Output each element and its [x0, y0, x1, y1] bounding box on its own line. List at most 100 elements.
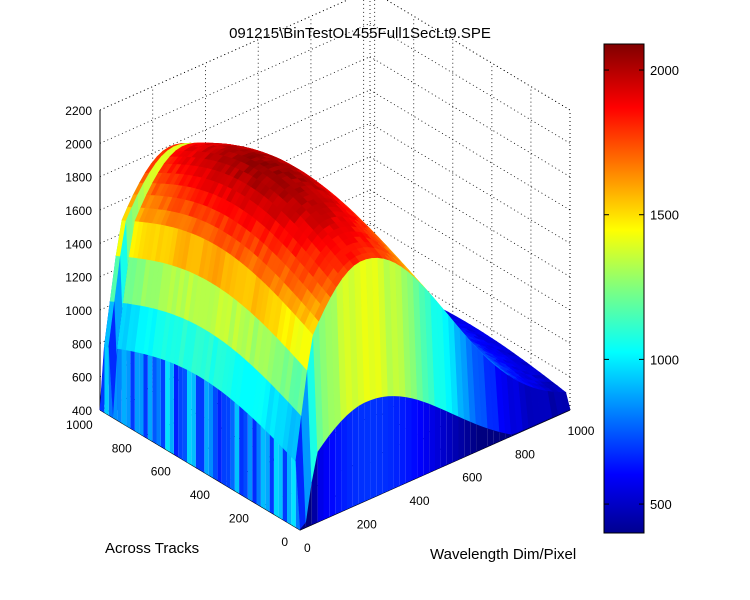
surface-skirt: [152, 356, 157, 444]
surface-skirt: [191, 372, 196, 468]
surface-skirt: [511, 432, 518, 437]
surface-skirt: [121, 349, 127, 426]
surface-skirt: [182, 367, 187, 463]
surface-skirt: [470, 421, 477, 455]
surface-skirt: [226, 395, 231, 489]
surface-skirt: [405, 397, 412, 483]
surface-skirt: [347, 410, 353, 510]
z-tick-labels: 400 600 800 1000 1200 1400 1600 1800 2000 2200: [65, 104, 92, 418]
surface-skirt: [100, 346, 105, 413]
y-tick-label: 0: [281, 535, 288, 549]
x-tick-label: 200: [357, 518, 377, 532]
colorbar-tick-label: 1500: [650, 208, 679, 223]
surface-skirt: [130, 351, 135, 431]
surface-skirt: [221, 391, 227, 486]
z-tick-label: 800: [72, 337, 92, 351]
colorbar: [603, 43, 645, 534]
surface-skirt: [523, 427, 529, 431]
surface-skirt: [165, 360, 170, 452]
surface-skirt: [499, 432, 506, 442]
surface-skirt: [117, 348, 122, 423]
colorbar-tick-label: 2000: [650, 63, 679, 78]
z-tick-label: 1400: [65, 237, 92, 251]
surface-skirt: [269, 434, 274, 515]
surface-skirt: [305, 482, 312, 528]
surface-skirt: [393, 396, 400, 489]
surface-skirt: [247, 413, 253, 502]
x-tick-label: 400: [409, 494, 429, 508]
surface-skirt: [195, 374, 200, 470]
surface-skirt: [440, 408, 447, 468]
x-tick-label: 0: [304, 541, 311, 555]
colorbar-tick-labels: 500 1000 1500 2000: [604, 63, 679, 512]
surface-skirt: [143, 353, 148, 439]
surface-skirt: [564, 409, 570, 413]
surface-skirt: [358, 402, 365, 504]
colorbar-tick-label: 1000: [650, 352, 679, 367]
surface-skirt: [435, 406, 441, 470]
surface-skirt: [388, 396, 394, 491]
chart-title: 091215\BinTestOL455Full1SecLt9.SPE: [229, 25, 491, 42]
z-tick-label: 600: [72, 371, 92, 385]
surface-skirt: [243, 409, 248, 499]
surface-skirt: [256, 421, 261, 507]
surface-skirt: [317, 443, 324, 523]
surface-mesh: [99, 142, 571, 530]
surface-skirt: [341, 415, 347, 512]
surface-skirt: [265, 430, 270, 512]
surface-skirt: [552, 414, 559, 418]
surface-skirt: [540, 419, 547, 423]
surface-skirt: [126, 350, 131, 429]
surface-skirt: [282, 447, 287, 523]
surface-skirt: [446, 411, 453, 465]
surface-skirt: [139, 352, 144, 437]
y-tick-label: 200: [229, 512, 249, 526]
surface-skirt: [295, 461, 300, 530]
surface-skirt: [364, 400, 371, 502]
surface-skirt: [213, 385, 218, 481]
surface-skirt: [169, 362, 174, 455]
y-axis-label: Across Tracks: [105, 540, 199, 557]
z-tick-label: 2000: [65, 137, 92, 151]
surface-skirt: [335, 421, 342, 515]
across-track-tick-labels: 0 200 400 600 800 1000: [66, 418, 288, 549]
z-tick-label: 400: [72, 404, 92, 418]
wavelength-tick-labels: 0 200 400 600 800 1000: [304, 424, 595, 555]
surface-skirt: [239, 405, 244, 497]
surface-skirt: [352, 405, 359, 507]
surface-skirt: [417, 399, 424, 478]
x-axis-label: Wavelength Dim/Pixel: [430, 546, 576, 563]
surface-skirt: [546, 417, 553, 421]
surface-skirt: [464, 419, 471, 457]
surface-skirt: [534, 422, 541, 426]
x-tick-label: 600: [462, 471, 482, 485]
surface-skirt: [311, 451, 318, 525]
surface-skirt: [260, 425, 266, 510]
surface-skirt: [147, 355, 153, 442]
surface-skirt: [399, 396, 406, 486]
z-tick-label: 1600: [65, 204, 92, 218]
colorbar-tick-label: 500: [650, 497, 672, 512]
surface-skirt: [423, 401, 430, 476]
surface-skirt: [287, 452, 292, 525]
surface-skirt: [376, 397, 383, 497]
y-tick-label: 800: [112, 441, 132, 455]
surface-skirt: [104, 346, 109, 416]
surface-skirt: [160, 358, 166, 450]
surface-skirt: [173, 363, 179, 457]
surface-skirt: [291, 457, 296, 528]
surface-skirt: [156, 357, 161, 447]
surface-skirt: [234, 402, 240, 494]
surface-skirt: [487, 428, 494, 447]
surface-skirt: [429, 403, 435, 473]
x-tick-label: 800: [515, 447, 535, 461]
surface-skirt: [382, 396, 388, 494]
surface-skirt: [452, 414, 459, 463]
z-tick-label: 1800: [65, 171, 92, 185]
surface-skirt: [187, 369, 192, 465]
surface-skirt: [230, 398, 235, 491]
z-tick-label: 1000: [65, 304, 92, 318]
surface-skirt: [329, 428, 336, 517]
surface-skirt: [323, 435, 330, 520]
